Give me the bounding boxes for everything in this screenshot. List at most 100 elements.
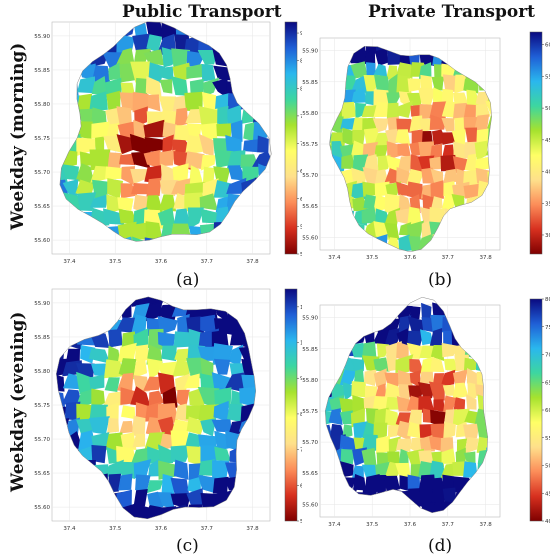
district-cell	[88, 374, 105, 390]
colorbar-tick-label: 70	[300, 142, 302, 148]
district-cell	[428, 381, 445, 402]
colorbar-tick-label: 30	[545, 233, 550, 239]
district-cell	[340, 448, 355, 465]
district-cell	[376, 435, 391, 454]
y-tick-label: 55.90	[302, 316, 318, 322]
city-boundary	[329, 46, 492, 253]
district-cell	[157, 444, 174, 464]
panel-letter-a: (a)	[176, 270, 200, 290]
district-cell	[161, 473, 175, 495]
x-tick-label: 37.8	[246, 259, 259, 265]
district-cell	[430, 314, 446, 334]
colorbar-tick-label: 65	[300, 169, 302, 175]
y-tick-label: 55.90	[34, 34, 50, 40]
y-tick-label: 55.75	[34, 403, 50, 409]
x-tick-label: 37.4	[328, 255, 341, 261]
colorbar	[529, 298, 543, 522]
x-tick-label: 37.4	[328, 522, 341, 528]
district-cell	[134, 344, 149, 362]
district-cell	[133, 358, 148, 379]
district-cell	[410, 105, 420, 117]
colorbar-tick-label: 60	[545, 43, 550, 49]
district-cell	[430, 196, 443, 210]
district-cell	[396, 396, 410, 412]
map-panel-b: 37.4 37.5 37.6 37.7 37.8 55.90 55.85 55.80 55.75…	[302, 31, 550, 261]
x-tick-label: 37.7	[442, 522, 455, 528]
district-cell	[463, 104, 477, 120]
district-cell	[409, 115, 423, 132]
district-cell	[374, 144, 389, 157]
city-boundary	[324, 296, 488, 513]
district-cell	[243, 139, 260, 153]
district-cell	[407, 78, 421, 92]
district-cell	[161, 345, 177, 362]
district-cell	[174, 107, 188, 127]
district-cell	[474, 156, 491, 171]
district-cell	[257, 135, 269, 153]
district-cell	[215, 93, 230, 110]
colorbar-tick-label: 80	[300, 412, 302, 418]
y-tick-label: 55.85	[302, 347, 318, 353]
district-cell	[103, 208, 125, 225]
colorbar-tick-label: 50	[300, 252, 302, 258]
y-tick-label: 55.80	[302, 378, 318, 384]
district-cell	[120, 432, 137, 451]
district-cell	[143, 376, 163, 391]
district-cell	[148, 62, 166, 83]
panel-letter-c: (c)	[176, 536, 199, 556]
district-cell	[107, 417, 120, 434]
district-cell	[377, 155, 391, 173]
district-cell	[200, 154, 216, 171]
district-cell	[467, 382, 478, 401]
district-cell	[147, 94, 161, 112]
district-cell	[117, 197, 134, 212]
district-cell	[387, 425, 401, 438]
y-tick-label: 55.65	[302, 471, 318, 477]
district-cell	[200, 417, 217, 437]
colorbar-tick-label: 55	[300, 224, 302, 230]
district-cell	[159, 79, 173, 94]
colorbar-tick-label: 75	[300, 114, 302, 120]
district-cell	[373, 475, 387, 493]
district-cell	[217, 105, 229, 127]
colorbar	[284, 288, 298, 522]
x-tick-label: 37.7	[442, 255, 455, 261]
row-title-evening: Weekday (evening)	[8, 311, 28, 492]
district-cell	[361, 447, 377, 466]
y-tick-label: 55.90	[302, 49, 318, 55]
y-tick-label: 55.65	[302, 204, 318, 210]
district-cell	[385, 396, 399, 410]
district-cell	[339, 369, 357, 386]
column-title-private: Private Transport	[368, 2, 536, 22]
x-tick-label: 37.5	[366, 522, 379, 528]
district-cell	[213, 166, 231, 183]
y-tick-label: 55.60	[34, 238, 50, 244]
district-cell	[341, 101, 357, 120]
y-tick-label: 55.65	[34, 471, 50, 477]
colorbar-tick-label: 45	[545, 138, 550, 144]
district-cell	[230, 119, 243, 142]
panel-letter-d: (d)	[428, 536, 453, 556]
district-cell	[421, 502, 436, 513]
district-cell	[441, 117, 455, 132]
district-cell	[91, 388, 105, 409]
district-cell	[135, 77, 148, 96]
colorbar-tick-label: 60	[300, 197, 302, 203]
district-cell	[386, 102, 400, 121]
map-panel-a: 37.4 37.5 37.6 37.7 37.8 55.90 55.85 55.80 55.75…	[34, 21, 302, 265]
colorbar-tick-label: 45	[545, 491, 550, 497]
x-tick-label: 37.5	[109, 526, 122, 532]
district-cell	[430, 357, 445, 373]
x-tick-label: 37.5	[366, 255, 379, 261]
district-cell	[213, 358, 231, 375]
colorbar-tick-label: 60	[545, 408, 550, 414]
district-cell	[186, 416, 206, 435]
district-cell	[147, 491, 164, 508]
district-cell	[121, 405, 136, 420]
y-tick-label: 55.70	[302, 173, 318, 179]
district-cell	[397, 155, 413, 173]
district-cell	[442, 144, 455, 158]
district-cell	[418, 87, 436, 106]
y-tick-label: 55.85	[302, 80, 318, 86]
district-cell	[431, 76, 444, 91]
